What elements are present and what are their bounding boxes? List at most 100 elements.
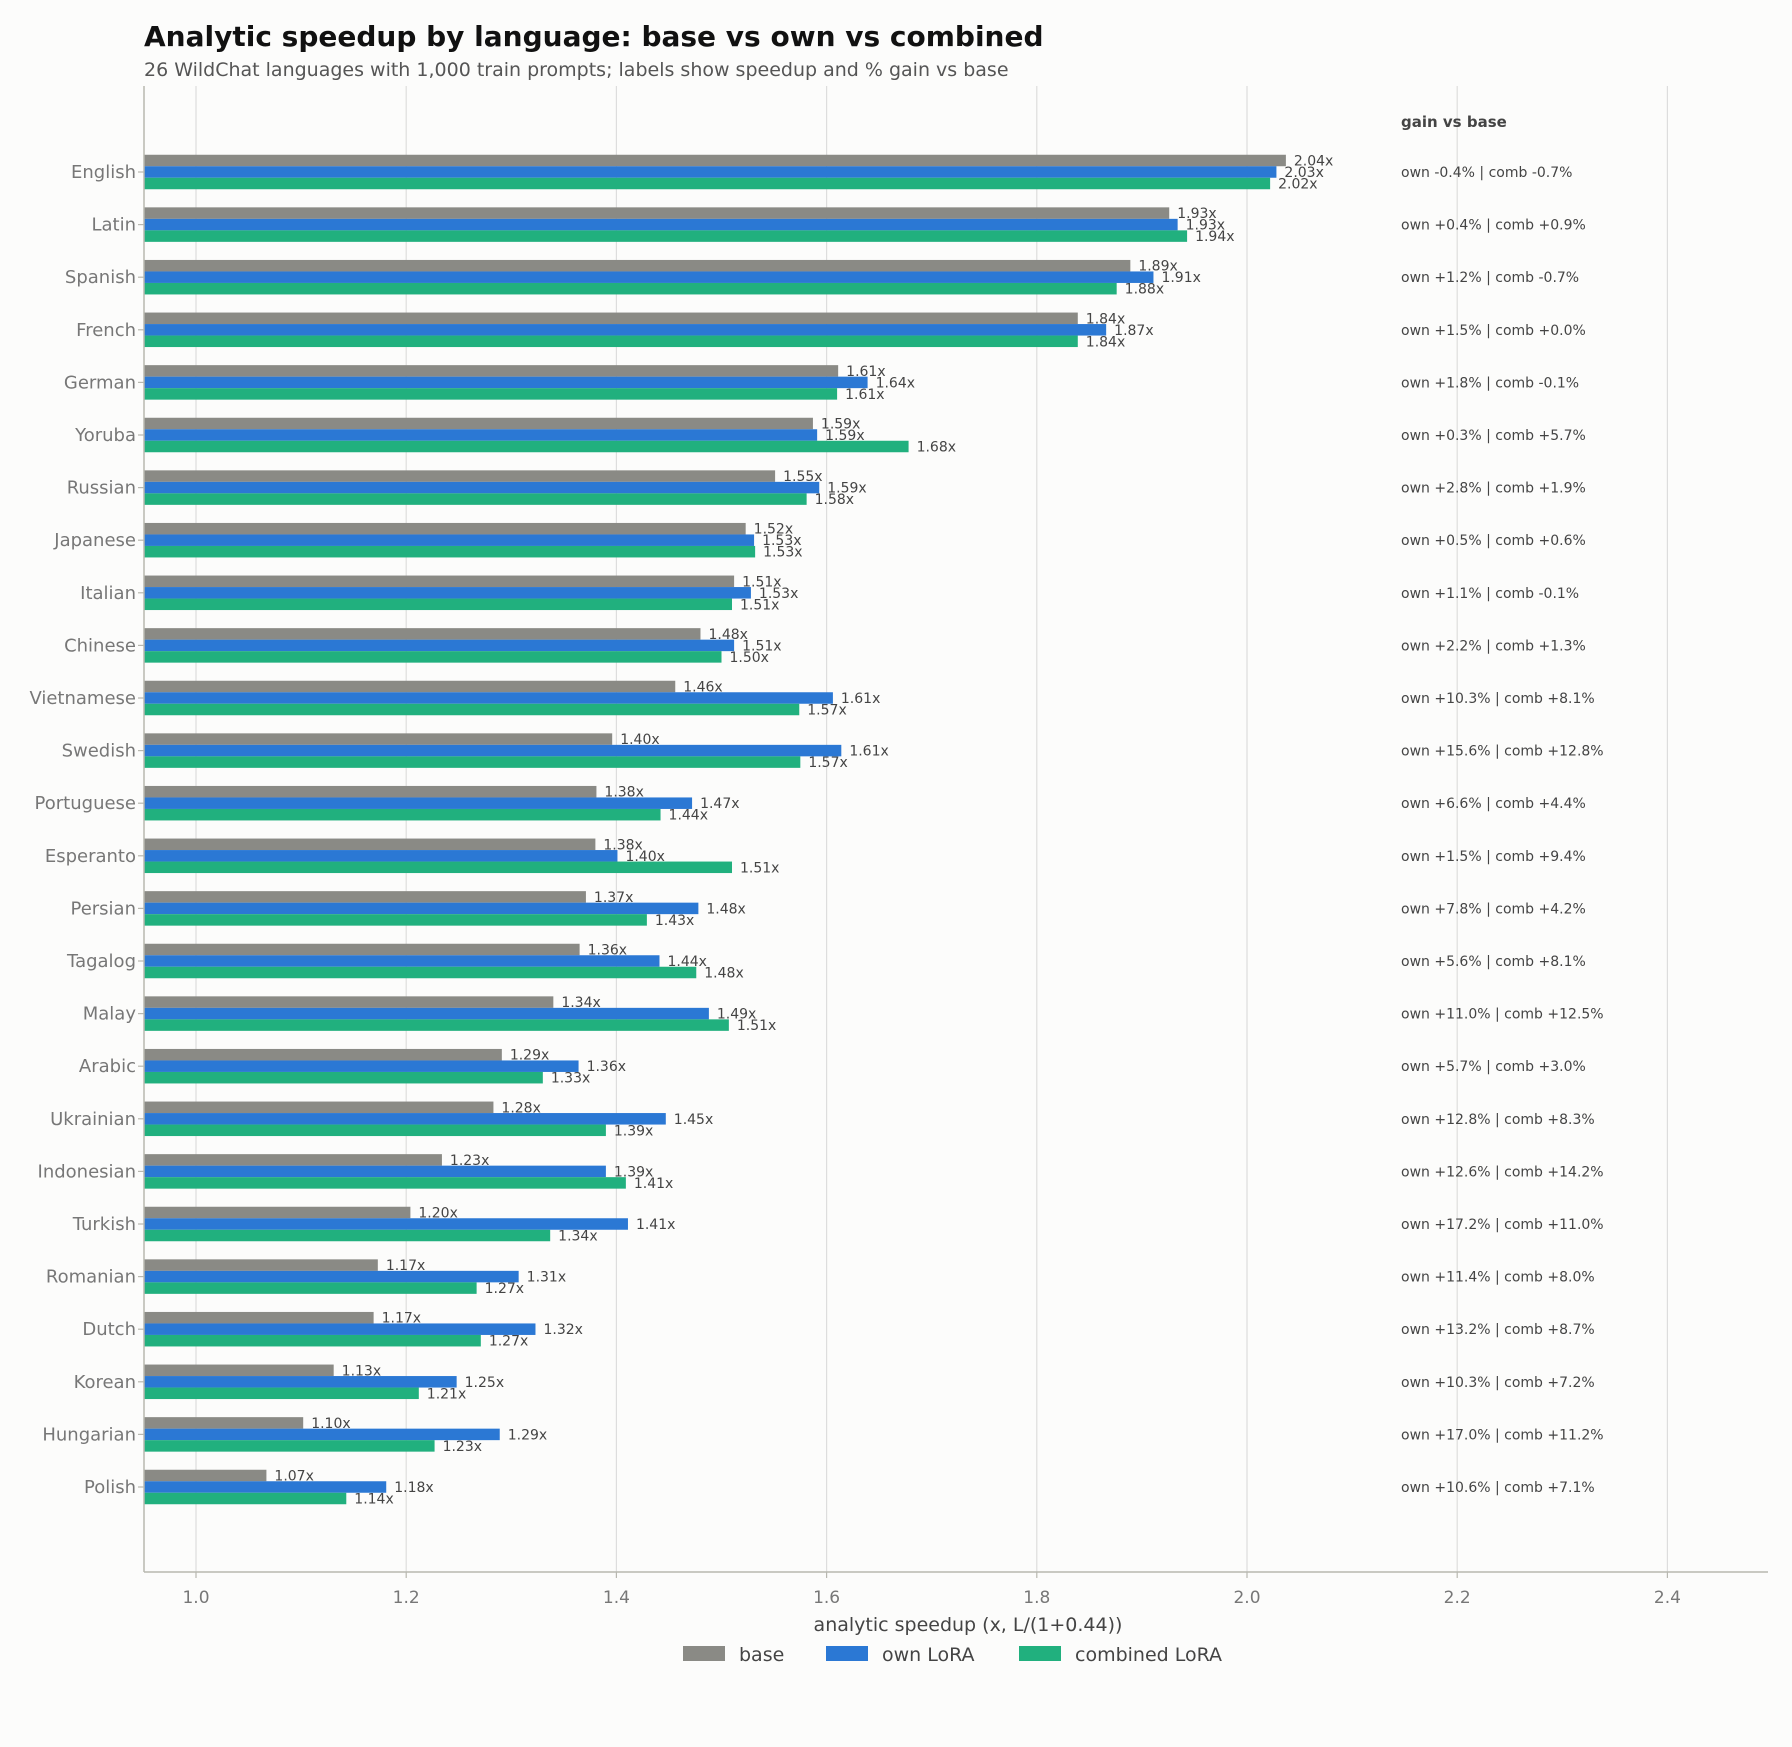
value-label-combined: 1.68x bbox=[917, 440, 956, 456]
bar-base-tagalog bbox=[144, 943, 580, 956]
bar-own-portuguese bbox=[144, 797, 693, 809]
gain-label: own +7.8% | comb +4.2% bbox=[1401, 901, 1586, 917]
value-label-combined: 1.51x bbox=[740, 597, 779, 613]
bar-own-korean bbox=[144, 1376, 457, 1388]
bar-own-italian bbox=[144, 587, 751, 599]
bar-combined-french bbox=[144, 335, 1078, 348]
gain-label: own +1.5% | comb +9.4% bbox=[1401, 849, 1586, 865]
bar-combined-portuguese bbox=[144, 808, 661, 821]
bar-own-esperanto bbox=[144, 850, 618, 862]
bar-combined-english bbox=[144, 177, 1271, 190]
bar-combined-yoruba bbox=[144, 440, 909, 453]
gain-label: own +10.3% | comb +7.2% bbox=[1401, 1375, 1595, 1391]
x-tick-label: 1.0 bbox=[182, 1588, 209, 1608]
x-tick-labels: 1.0 1.2 1.4 1.6 1.8 2.0 2.2 2.4 bbox=[182, 1572, 1681, 1608]
bar-own-hungarian bbox=[144, 1428, 500, 1441]
bar-base-romanian bbox=[144, 1259, 378, 1271]
value-label-own: 1.59x bbox=[825, 428, 864, 444]
bar-combined-esperanto bbox=[144, 861, 733, 874]
bar-combined-polish bbox=[144, 1492, 347, 1505]
value-label-base: 1.55x bbox=[783, 469, 822, 485]
x-tick-label: 2.2 bbox=[1444, 1588, 1471, 1608]
y-tick-label-latin: Latin bbox=[91, 215, 136, 236]
gain-label: own +17.2% | comb +11.0% bbox=[1401, 1217, 1604, 1233]
value-label-own: 1.47x bbox=[700, 796, 739, 812]
value-label-base: 1.17x bbox=[382, 1311, 421, 1327]
gain-label: own +10.6% | comb +7.1% bbox=[1401, 1480, 1595, 1496]
value-label-own: 1.48x bbox=[706, 901, 745, 917]
value-label-own: 1.51x bbox=[742, 638, 781, 654]
bar-combined-swedish bbox=[144, 756, 801, 768]
value-label-base: 1.52x bbox=[754, 522, 793, 538]
bar-combined-vietnamese bbox=[144, 703, 800, 716]
gain-label: own +0.3% | comb +5.7% bbox=[1401, 428, 1586, 444]
bar-combined-indonesian bbox=[144, 1177, 626, 1189]
gain-label: own +2.8% | comb +1.9% bbox=[1401, 481, 1586, 497]
x-tick-label: 2.0 bbox=[1233, 1588, 1260, 1608]
y-tick-label-hungarian: Hungarian bbox=[42, 1424, 136, 1445]
bar-own-dutch bbox=[144, 1323, 536, 1335]
bar-own-turkish bbox=[144, 1218, 628, 1230]
bar-combined-dutch bbox=[144, 1334, 481, 1347]
y-tick-label-tagalog: Tagalog bbox=[66, 951, 136, 972]
value-label-combined: 1.39x bbox=[614, 1123, 653, 1139]
y-tick-label-german: German bbox=[64, 372, 136, 393]
value-label-own: 1.61x bbox=[841, 691, 880, 707]
value-labels: 2.04x2.03x2.02x1.93x1.93x1.94x1.89x1.91x… bbox=[274, 154, 1333, 1508]
gain-label: own +12.8% | comb +8.3% bbox=[1401, 1112, 1595, 1128]
bar-combined-ukrainian bbox=[144, 1124, 606, 1137]
bar-combined-romanian bbox=[144, 1282, 477, 1294]
bar-base-chinese bbox=[144, 628, 701, 640]
chart-subtitle: 26 WildChat languages with 1,000 train p… bbox=[144, 59, 1009, 81]
y-tick-label-indonesian: Indonesian bbox=[38, 1161, 136, 1182]
value-label-combined: 1.94x bbox=[1195, 229, 1234, 245]
value-label-combined: 1.14x bbox=[354, 1492, 393, 1508]
bar-own-arabic bbox=[144, 1060, 579, 1072]
gain-label: own +1.1% | comb -0.1% bbox=[1401, 586, 1579, 602]
y-tick-label-spanish: Spanish bbox=[65, 267, 136, 288]
value-label-own: 1.61x bbox=[849, 744, 888, 760]
y-tick-label-korean: Korean bbox=[74, 1372, 136, 1393]
bars bbox=[144, 154, 1286, 1505]
y-tick-label-japanese: Japanese bbox=[53, 530, 136, 551]
value-label-base: 1.46x bbox=[683, 680, 722, 696]
bar-base-yoruba bbox=[144, 417, 813, 430]
bar-base-persian bbox=[144, 891, 586, 903]
gain-label: own +17.0% | comb +11.2% bbox=[1401, 1427, 1604, 1443]
bar-base-portuguese bbox=[144, 785, 597, 798]
value-label-combined: 1.61x bbox=[845, 387, 884, 403]
value-label-own: 1.45x bbox=[674, 1112, 713, 1128]
y-tick-label-arabic: Arabic bbox=[79, 1056, 136, 1077]
axes bbox=[143, 86, 1768, 1573]
y-tick-label-malay: Malay bbox=[83, 1004, 137, 1025]
value-label-own: 1.18x bbox=[394, 1480, 433, 1496]
bar-combined-italian bbox=[144, 598, 733, 611]
value-label-combined: 1.27x bbox=[485, 1281, 524, 1297]
bar-own-tagalog bbox=[144, 955, 660, 967]
bar-own-japanese bbox=[144, 534, 755, 546]
bar-base-swedish bbox=[144, 733, 613, 745]
value-label-combined: 2.02x bbox=[1278, 177, 1317, 193]
bar-own-malay bbox=[144, 1007, 709, 1020]
value-label-base: 2.04x bbox=[1294, 154, 1333, 170]
gain-label: own +11.0% | comb +12.5% bbox=[1401, 1007, 1604, 1023]
gain-label: own +1.8% | comb -0.1% bbox=[1401, 375, 1579, 391]
y-tick-label-vietnamese: Vietnamese bbox=[29, 688, 136, 709]
bar-base-esperanto bbox=[144, 838, 596, 851]
value-label-base: 1.89x bbox=[1138, 259, 1177, 275]
bar-base-spanish bbox=[144, 259, 1131, 272]
value-label-own: 1.39x bbox=[614, 1164, 653, 1180]
value-label-base: 1.07x bbox=[274, 1469, 313, 1485]
bar-combined-tagalog bbox=[144, 966, 697, 979]
chart-title: Analytic speedup by language: base vs ow… bbox=[144, 20, 1044, 53]
value-label-base: 1.93x bbox=[1177, 206, 1216, 222]
value-label-base: 1.10x bbox=[311, 1416, 350, 1432]
value-label-own: 1.41x bbox=[636, 1217, 675, 1233]
y-tick-label-french: French bbox=[76, 320, 136, 341]
x-tick-label: 1.2 bbox=[393, 1588, 420, 1608]
bar-own-chinese bbox=[144, 639, 735, 652]
value-label-combined: 1.50x bbox=[730, 650, 769, 666]
value-label-own: 1.64x bbox=[876, 375, 915, 391]
bar-own-polish bbox=[144, 1481, 387, 1493]
value-label-combined: 1.51x bbox=[740, 860, 779, 876]
